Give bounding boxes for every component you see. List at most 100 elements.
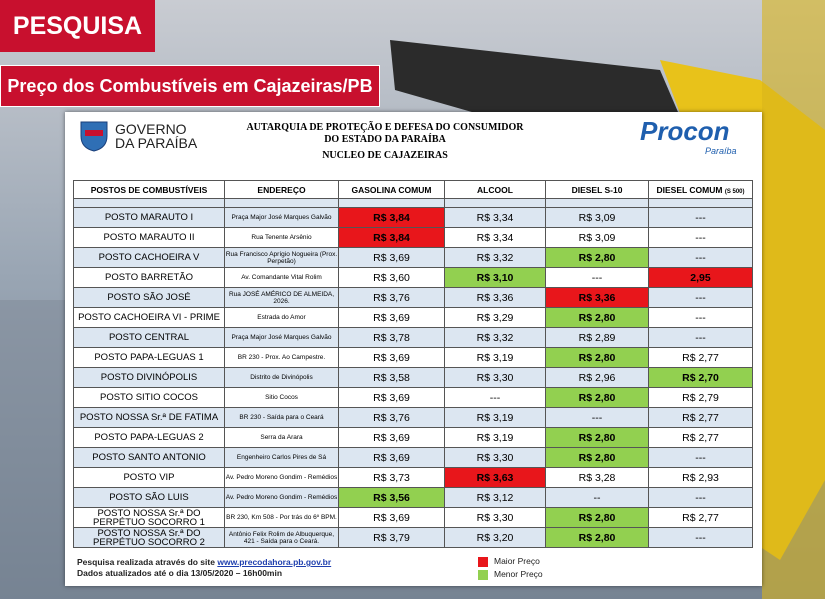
address: Rua Francisco Aprígio Nogueira (Prox. Pe… [224,247,339,268]
price: R$ 3,58 [338,367,445,388]
station-name: POSTO DIVINÓPOLIS [73,367,225,388]
footer-line: Pesquisa realizada através do site www.p… [77,557,331,568]
price: R$ 2,79 [648,387,753,408]
price: R$ 3,69 [338,507,445,528]
station-name: POSTO PAPA-LEGUAS 2 [73,427,225,448]
price: R$ 3,09 [545,207,649,228]
legend: Maior Preço Menor Preço [478,555,543,581]
table-row: POSTO SITIO COCOS Sitio Cocos R$ 3,69 --- R$… [73,387,753,408]
station-name: POSTO NOSSA Sr.ª DO PERPÉTUO SOCORRO 2 [73,527,225,548]
price: R$ 2,80 [545,427,649,448]
price: R$ 3,84 [338,227,445,248]
column-label: GASOLINA COMUM [351,184,432,195]
price: --- [444,387,546,408]
address: Sitio Cocos [224,387,339,408]
price: R$ 3,79 [338,527,445,548]
price: --- [648,327,753,348]
price: R$ 3,76 [338,407,445,428]
footer-line: Dados atualizados até o dia 13/05/2020 –… [77,568,283,578]
table-row: POSTO SÃO JOSÉ Rua JOSÉ AMÉRICO DE ALMEID… [73,287,753,308]
station-name: POSTO MARAUTO I [73,207,225,228]
price: -- [545,487,649,508]
column-header: ENDEREÇO [224,180,339,199]
station-name: POSTO PAPA-LEGUAS 1 [73,347,225,368]
station-name: POSTO MARAUTO II [73,227,225,248]
legend-item: Maior Preço [478,555,543,568]
price: R$ 2,80 [545,347,649,368]
price: R$ 2,77 [648,427,753,448]
agency-line: NUCLEO DE CAJAZEIRAS [322,150,448,161]
price: R$ 3,34 [444,227,546,248]
column-label: ENDEREÇO [257,184,306,195]
address: Rua JOSÉ AMÉRICO DE ALMEIDA, 2026. [224,287,339,308]
agency: AUTARQUIA DE PROTEÇÃO E DEFESA DO CONSUM… [235,122,535,162]
footer-link[interactable]: www.precodahora.pb.gov.br [217,557,332,567]
station-name: POSTO CACHOEIRA V [73,247,225,268]
spacer-cell [224,198,339,208]
address: BR 230 - Prox. Ao Campestre. [224,347,339,368]
brand: Procon [640,116,730,146]
price: R$ 3,73 [338,467,445,488]
station-name: POSTO SITIO COCOS [73,387,225,408]
gov-logo: GOVERNO DA PARAÍBA [115,122,197,150]
price: R$ 3,09 [545,227,649,248]
title: Preço dos Combustíveis em Cajazeiras/PB [0,65,380,107]
address: Praça Major José Marques Galvão [224,327,339,348]
column-label: ALCOOL [477,184,513,195]
table-row: POSTO CACHOEIRA VI - PRIME Estrada do Amo… [73,307,753,328]
price: R$ 2,96 [545,367,649,388]
station-name: POSTO BARRETÃO [73,267,225,288]
price: R$ 2,80 [545,247,649,268]
price: R$ 3,69 [338,247,445,268]
table-row: POSTO NOSSA Sr.ª DE FATIMA BR 230 - Saída… [73,407,753,428]
price: R$ 3,69 [338,387,445,408]
column-header: POSTOS DE COMBUSTÍVEIS [73,180,225,199]
price: --- [648,287,753,308]
price: R$ 3,29 [444,307,546,328]
table-row: POSTO SANTO ANTONIO Engenheiro Carlos Pir… [73,447,753,468]
price: R$ 3,36 [444,287,546,308]
table-row: POSTO BARRETÃO Av. Comandante Vital Rolim… [73,267,753,288]
price: 2,95 [648,267,753,288]
spacer-cell [648,198,753,208]
price: --- [545,267,649,288]
price: R$ 3,69 [338,427,445,448]
price: R$ 3,69 [338,347,445,368]
price: R$ 2,77 [648,347,753,368]
table-row: POSTO CENTRAL Praça Major José Marques Ga… [73,327,753,348]
column-label: DIESEL S-10 [571,184,623,195]
column-header: ALCOOL [444,180,546,199]
address: Distrito de Divinópolis [224,367,339,388]
price: R$ 3,56 [338,487,445,508]
table-row: POSTO VIP Av. Pedro Moreno Gondim - Reméd… [73,467,753,488]
address: Estrada do Amor [224,307,339,328]
price: R$ 2,80 [545,507,649,528]
price: R$ 3,10 [444,267,546,288]
price: --- [648,307,753,328]
table-row: POSTO NOSSA Sr.ª DO PERPÉTUO SOCORRO 2 An… [73,527,753,548]
column-header: DIESEL S-10 [545,180,649,199]
price: R$ 3,78 [338,327,445,348]
price: R$ 3,30 [444,367,546,388]
table-row: POSTO DIVINÓPOLIS Distrito de Divinópolis… [73,367,753,388]
address: Serra da Arara [224,427,339,448]
brand-sub: Paraíba [705,146,737,156]
price: R$ 2,77 [648,507,753,528]
address: Engenheiro Carlos Pires de Sá [224,447,339,468]
spacer-row [73,198,753,208]
station-name: POSTO CACHOEIRA VI - PRIME [73,307,225,328]
column-header: DIESEL COMUM (S 500) [648,180,753,199]
price: R$ 2,93 [648,467,753,488]
legend-label: Maior Preço [494,556,540,566]
spacer-cell [338,198,445,208]
price: R$ 3,19 [444,407,546,428]
price: --- [545,407,649,428]
station-name: POSTO SÃO LUIS [73,487,225,508]
table-row: POSTO MARAUTO II Rua Tenente Arsênio R$ 3,… [73,227,753,248]
price: R$ 3,63 [444,467,546,488]
price: R$ 2,80 [545,527,649,548]
address: Av. Pedro Moreno Gondim - Remédios [224,487,339,508]
price: --- [648,247,753,268]
station-name: POSTO CENTRAL [73,327,225,348]
price: R$ 2,70 [648,367,753,388]
